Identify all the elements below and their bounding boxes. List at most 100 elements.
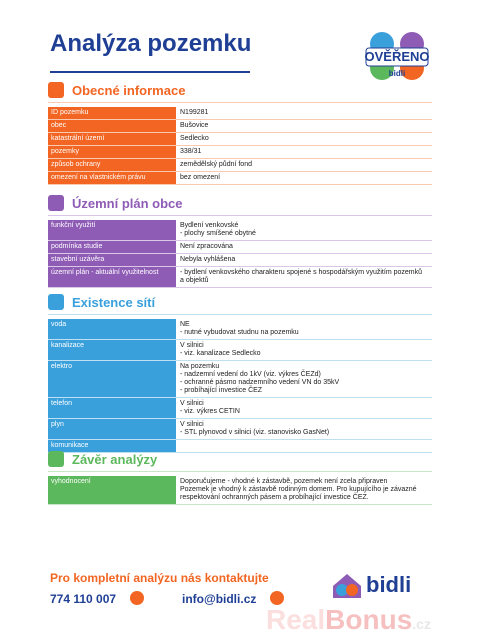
row-label: plyn — [48, 419, 176, 439]
table-row: vyhodnocení Doporučujeme - vhodné k zásta… — [48, 476, 432, 505]
table-row: stavební uzávěra Nebyla vyhlášena — [48, 254, 432, 267]
value-line: NE — [180, 321, 190, 328]
value-line: V silnici — [180, 400, 204, 407]
cta: Pro kompletní analýzu nás kontaktujte — [50, 571, 269, 585]
value-line: zemědělský půdní fond — [180, 161, 252, 168]
section-header: Existence sítí — [48, 290, 432, 314]
phone[interactable]: 774 110 007 — [50, 592, 117, 606]
email-icon — [270, 591, 284, 605]
value-line: V silnici — [180, 342, 204, 349]
row-value: Není zpracována — [176, 241, 432, 253]
table-row: obec Bušovice — [48, 120, 432, 133]
wm-c: .cz — [412, 616, 431, 632]
table: ID pozemku N199281 obec Bušovice katastrální… — [48, 107, 432, 185]
row-value: Doporučujeme - vhodné k zástavbě, pozeme… — [176, 476, 432, 504]
table-row: omezení na vlastnickém právu bez omezení — [48, 172, 432, 185]
value-line: N199281 — [180, 109, 209, 116]
section: Závěr analýzy vyhodnocení Doporučujeme - v… — [48, 447, 432, 505]
value-line: - nutné vybudovat studnu na pozemku — [180, 329, 299, 336]
row-label: pozemky — [48, 146, 176, 158]
value-line: - bydlení venkovského charakteru spojené… — [180, 269, 423, 276]
table-row: funkční využití Bydlení venkovské - plochy… — [48, 220, 432, 241]
wm-a: Real — [266, 604, 326, 635]
table-row: voda NE - nutné vybudovat studnu na pozemk… — [48, 319, 432, 340]
value-line: respektování ochranných pásem a probíhaj… — [180, 494, 369, 501]
row-label: katastrální území — [48, 133, 176, 145]
section-rule — [48, 102, 432, 103]
row-label: omezení na vlastnickém právu — [48, 172, 176, 184]
value-line: - ochranné pásmo nadzemního vedení VN do… — [180, 379, 340, 386]
email[interactable]: info@bidli.cz — [182, 592, 257, 606]
value-line: Doporučujeme - vhodné k zástavbě, pozeme… — [180, 478, 388, 485]
value-line: a objektů — [180, 277, 209, 284]
table-row: ID pozemku N199281 — [48, 107, 432, 120]
section-title: Existence sítí — [72, 294, 156, 310]
value-line: - viz. kanalizace Sedlecko — [180, 350, 261, 357]
wm-b: Bonus — [325, 604, 413, 635]
row-label: funkční využití — [48, 220, 176, 240]
row-value: NE - nutné vybudovat studnu na pozemku — [176, 319, 432, 339]
section-header: Obecné informace — [48, 78, 432, 102]
badge-text: OVĚŘENO — [364, 49, 429, 64]
table-row: kanalizace V silnici - viz. kanalizace Sed… — [48, 340, 432, 361]
section-rule — [48, 215, 432, 216]
section-title: Obecné informace — [72, 82, 186, 98]
row-label: kanalizace — [48, 340, 176, 360]
section-icon — [48, 195, 64, 211]
section-title: Územní plán obce — [72, 195, 183, 211]
value-line: V silnici — [180, 421, 204, 428]
row-label: obec — [48, 120, 176, 132]
value-line: Bušovice — [180, 122, 209, 129]
value-line: - nadzemní vedení do 1kV (viz. výkres ČE… — [180, 371, 321, 378]
row-label: stavební uzávěra — [48, 254, 176, 266]
row-value: - bydlení venkovského charakteru spojené… — [176, 267, 432, 287]
brand-logo — [333, 574, 361, 598]
row-label: voda — [48, 319, 176, 339]
value-line: - probíhající investice ČEZ — [180, 387, 263, 394]
value-line: Sedlecko — [180, 135, 209, 142]
row-value: V silnici - viz. výkres CETIN — [176, 398, 432, 418]
table-row: plyn V silnici - STL plynovod v silnici (v… — [48, 419, 432, 440]
row-label: podmínka studie — [48, 241, 176, 253]
brand: bidli — [366, 572, 412, 597]
section: Územní plán obce funkční využití Bydlení v… — [48, 191, 432, 288]
row-value: Bydlení venkovské - plochy smíšené obytné — [176, 220, 432, 240]
value-line: - plochy smíšené obytné — [180, 230, 256, 237]
section-header: Závěr analýzy — [48, 447, 432, 471]
row-value: bez omezení — [176, 172, 432, 184]
row-value: Sedlecko — [176, 133, 432, 145]
table-row: územní plán - aktuální využitelnost - byd… — [48, 267, 432, 288]
row-label: vyhodnocení — [48, 476, 176, 504]
row-value: zemědělský půdní fond — [176, 159, 432, 171]
value-line: Není zpracována — [180, 243, 233, 250]
badge-brand: bidli — [389, 69, 405, 78]
row-label: územní plán - aktuální využitelnost — [48, 267, 176, 287]
table-row: katastrální území Sedlecko — [48, 133, 432, 146]
table-row: komunikace — [48, 440, 432, 453]
row-value: Nebyla vyhlášena — [176, 254, 432, 266]
value-line: Bydlení venkovské — [180, 222, 239, 229]
section-rule — [48, 314, 432, 315]
table: voda NE - nutné vybudovat studnu na pozemk… — [48, 319, 432, 453]
table-row: způsob ochrany zemědělský půdní fond — [48, 159, 432, 172]
value-line: bez omezení — [180, 174, 221, 181]
section-icon — [48, 294, 64, 310]
value-line: - viz. výkres CETIN — [180, 408, 240, 415]
row-value: 338/31 — [176, 146, 432, 158]
row-label: způsob ochrany — [48, 159, 176, 171]
row-value: Na pozemku - nadzemní vedení do 1kV (viz.… — [176, 361, 432, 397]
section-rule — [48, 471, 432, 472]
value-line: Nebyla vyhlášena — [180, 256, 236, 263]
table-row: telefon V silnici - viz. výkres CETIN — [48, 398, 432, 419]
table-row: podmínka studie Není zpracována — [48, 241, 432, 254]
section: Existence sítí voda NE - nutné vybudovat st… — [48, 290, 432, 453]
phone-icon — [130, 591, 144, 605]
value-line: - STL plynovod v silnici (viz. stanovisk… — [180, 429, 330, 436]
row-label: elektro — [48, 361, 176, 397]
title: Analýza pozemku — [50, 30, 252, 57]
watermark: RealBonus.cz — [266, 604, 431, 636]
section-title: Závěr analýzy — [72, 451, 158, 467]
section-header: Územní plán obce — [48, 191, 432, 215]
table-row: elektro Na pozemku - nadzemní vedení do 1k… — [48, 361, 432, 398]
